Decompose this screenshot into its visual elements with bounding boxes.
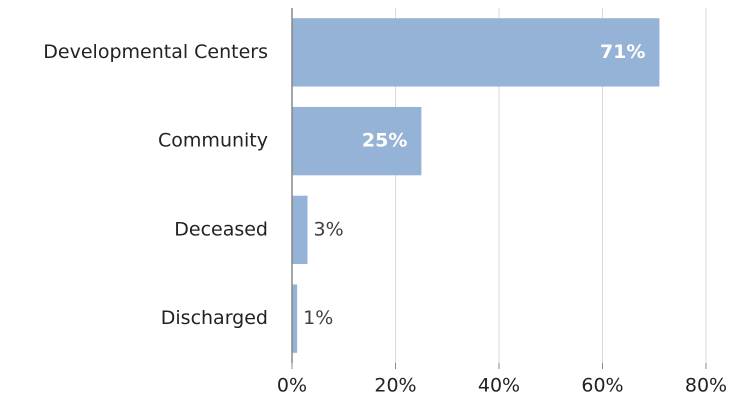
x-tick-label: 80%: [685, 375, 727, 397]
bar: [292, 106, 422, 176]
x-tick-label: 20%: [374, 375, 416, 397]
x-tick-label: 0%: [277, 375, 307, 397]
data-label: 3%: [314, 218, 344, 240]
bar: [292, 18, 660, 87]
x-tick-label: 60%: [581, 375, 623, 397]
data-label: 25%: [362, 130, 407, 152]
y-tick-label: Discharged: [161, 307, 268, 329]
data-label: 71%: [600, 41, 645, 63]
y-tick-label: Deceased: [174, 218, 268, 240]
data-label: 1%: [303, 307, 333, 329]
bar: [292, 195, 308, 265]
y-tick-label: Community: [158, 130, 268, 152]
y-tick-label: Developmental Centers: [43, 41, 268, 63]
x-tick-label: 40%: [478, 375, 520, 397]
bar: [292, 284, 298, 353]
